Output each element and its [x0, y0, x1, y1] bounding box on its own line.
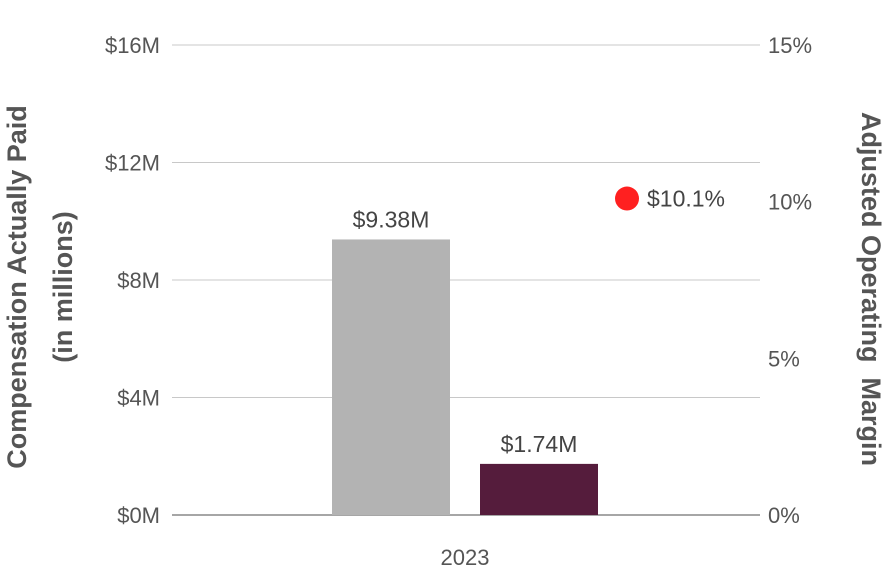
left-axis-ticks: $0M $4M $8M $12M $16M	[105, 33, 160, 528]
y-axis-right-title: Adjusted Operating Margin	[856, 112, 886, 466]
y-tick-label-left: $8M	[117, 268, 160, 293]
bars	[332, 239, 598, 515]
data-labels: $9.38M $1.74M $10.1%	[353, 186, 725, 457]
y-tick-label-left: $12M	[105, 151, 160, 176]
y-tick-label-right: 10%	[768, 190, 812, 215]
bar-data-label: $9.38M	[353, 206, 430, 232]
y-axis-left-title: Compensation Actually Paid	[2, 105, 32, 469]
y-tick-label-right: 15%	[768, 33, 812, 58]
margin-point	[615, 186, 639, 211]
y-tick-label-right: 5%	[768, 346, 800, 371]
y-tick-label-right: 0%	[768, 503, 800, 528]
x-tick-label: 2023	[441, 545, 490, 570]
gridlines	[172, 44, 760, 516]
y-tick-label-left: $4M	[117, 386, 160, 411]
y-axis-left-subtitle: (in millions)	[48, 211, 78, 363]
y-tick-label-left: $16M	[105, 33, 160, 58]
bar	[332, 239, 450, 515]
margin-point-label: $10.1%	[647, 186, 725, 212]
y-tick-label-left: $0M	[117, 503, 160, 528]
bar-data-label: $1.74M	[501, 431, 578, 457]
bar	[480, 463, 598, 515]
right-axis-ticks: 0% 5% 10% 15%	[768, 33, 812, 528]
